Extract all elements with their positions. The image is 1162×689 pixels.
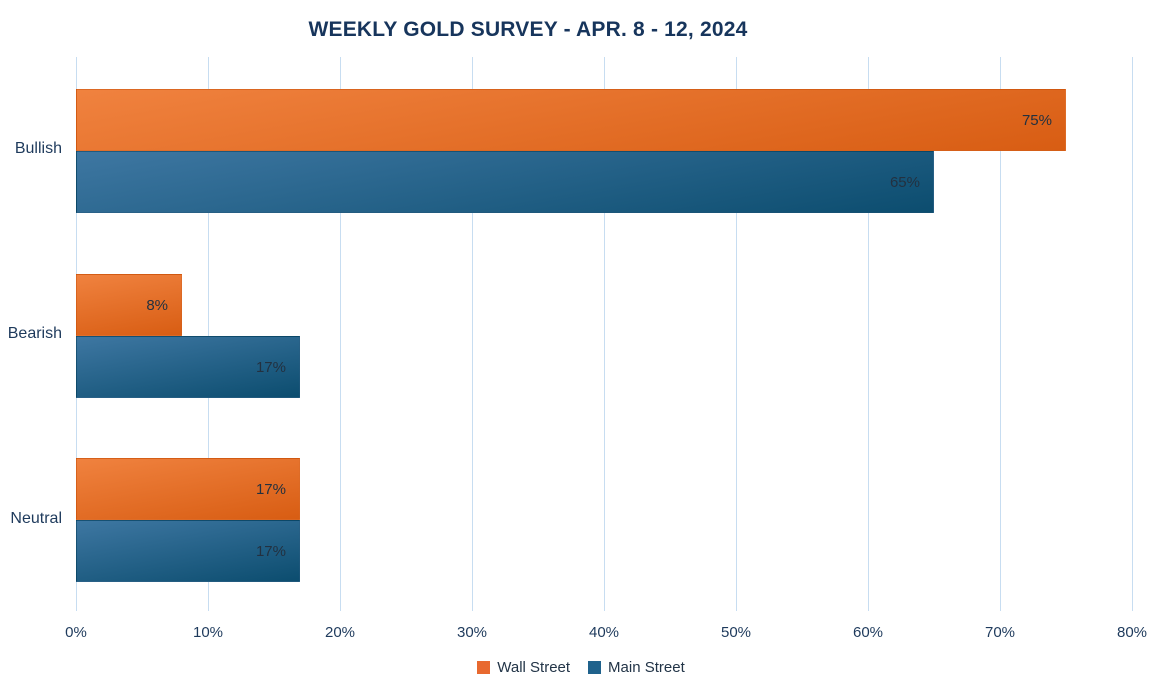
x-tick-label: 50% [720, 624, 752, 641]
gridline [868, 57, 869, 611]
legend-item-wall-street: Wall Street [477, 659, 570, 676]
legend-label: Main Street [608, 659, 685, 676]
bar-bullish-wall-street: 75% [76, 89, 1066, 151]
chart-title: WEEKLY GOLD SURVEY - APR. 8 - 12, 2024 [308, 18, 748, 41]
bar-bearish-wall-street: 8% [76, 274, 182, 336]
bar-value-label: 17% [255, 542, 286, 560]
bar-value-label: 8% [146, 296, 168, 314]
x-tick-label: 10% [192, 624, 224, 641]
x-tick-label: 70% [984, 624, 1016, 641]
x-tick-label: 40% [588, 624, 620, 641]
bar-bullish-main-street: 65% [76, 151, 934, 213]
category-label-neutral: Neutral [10, 510, 62, 527]
legend-label: Wall Street [497, 659, 571, 676]
category-label-bullish: Bullish [14, 140, 62, 157]
x-tick-label: 60% [852, 624, 884, 641]
bar-value-label: 17% [255, 358, 286, 376]
x-tick-label: 0% [65, 624, 87, 641]
category-label-bearish: Bearish [7, 325, 62, 342]
x-tick-label: 80% [1116, 624, 1148, 641]
gridline [1132, 57, 1133, 611]
gridline [208, 57, 209, 611]
bar-neutral-wall-street: 17% [76, 458, 300, 520]
gridline [1000, 57, 1001, 611]
legend-swatch-icon [588, 661, 602, 674]
bar-neutral-main-street: 17% [76, 520, 300, 582]
x-tick-label: 20% [324, 624, 356, 641]
gridline [736, 57, 737, 611]
bar-value-label: 65% [889, 173, 920, 191]
x-tick-label: 30% [456, 624, 488, 641]
legend: Wall Street Main Street [0, 659, 1162, 676]
bar-value-label: 17% [255, 480, 286, 498]
bar-value-label: 75% [1021, 111, 1052, 129]
gridline [604, 57, 605, 611]
plot-area: 75% 65% 8% 17% 17% 17% [76, 57, 1133, 611]
gridline [340, 57, 341, 611]
bar-bearish-main-street: 17% [76, 336, 300, 398]
legend-swatch-icon [477, 661, 491, 674]
legend-item-main-street: Main Street [588, 659, 685, 676]
gridline [472, 57, 473, 611]
